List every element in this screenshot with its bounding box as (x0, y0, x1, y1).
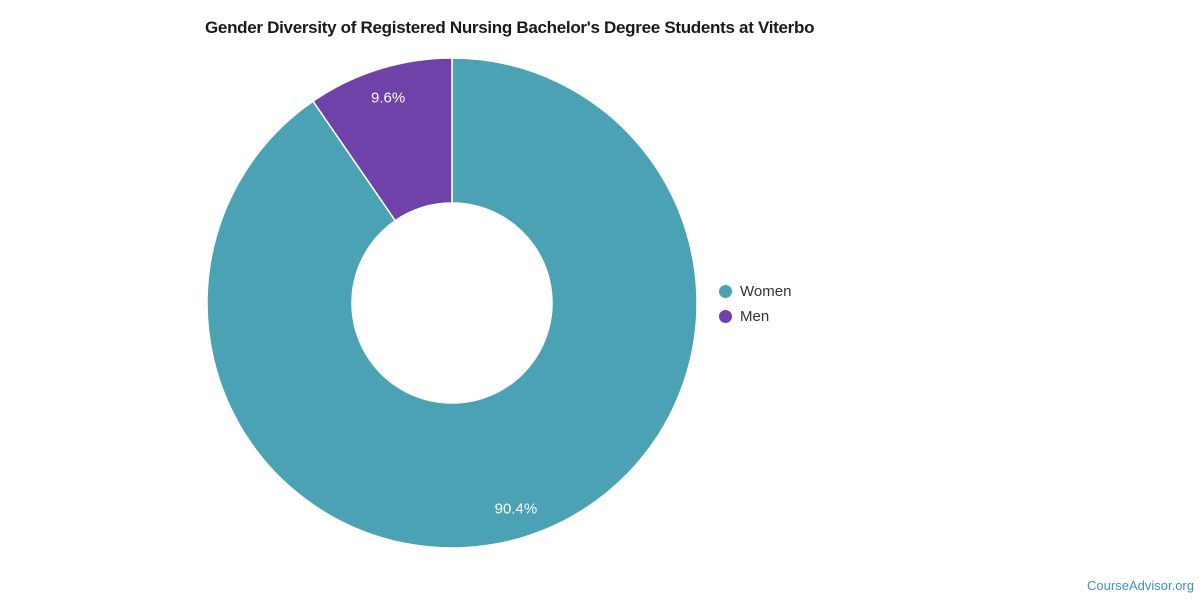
legend-label-women: Women (740, 283, 792, 300)
legend-item-women[interactable]: Women (719, 279, 791, 304)
data-label-men: 9.6% (371, 90, 405, 107)
legend-marker-men (719, 310, 732, 323)
donut-data-labels: 90.4% 9.6% (371, 90, 537, 518)
pie-slice-men[interactable] (312, 57, 453, 222)
pie-slice-women[interactable] (206, 57, 698, 549)
data-label-women: 90.4% (495, 500, 538, 517)
donut-slices (206, 57, 698, 549)
legend-label-men: Men (740, 308, 770, 325)
legend-marker-women (719, 285, 732, 298)
courseadvisor-brand-link[interactable]: CourseAdvisor.org (1087, 578, 1194, 593)
legend-item-men[interactable]: Men (719, 304, 791, 329)
chart-title: Gender Diversity of Registered Nursing B… (205, 18, 815, 37)
chart-legend: Women Men (719, 279, 791, 329)
